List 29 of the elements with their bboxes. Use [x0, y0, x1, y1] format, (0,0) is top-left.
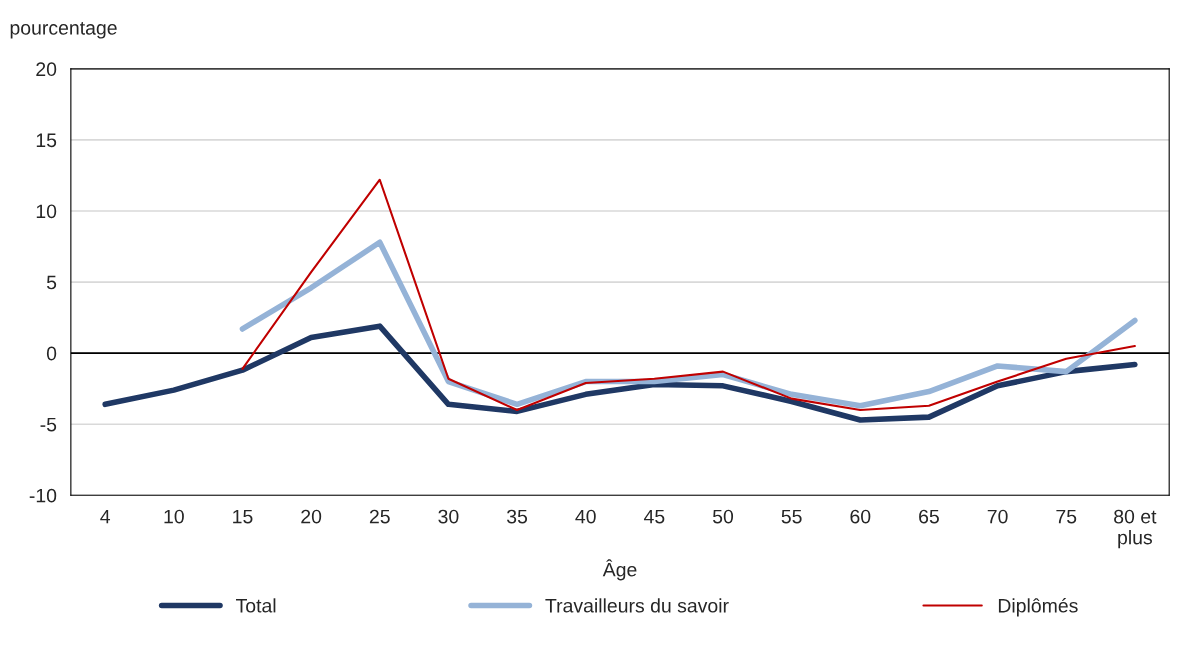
- legend-label: Total: [236, 598, 276, 613]
- x-tick-label: 50: [712, 509, 734, 524]
- x-tick-label: 60: [850, 509, 871, 524]
- x-tick-label: 10: [164, 509, 184, 524]
- x-tick-label: 15: [233, 509, 253, 524]
- x-tick-label: 4: [100, 509, 111, 524]
- x-tick-label: 20: [301, 509, 322, 524]
- line-series: [241, 178, 1136, 412]
- x-tick-label: 40: [575, 509, 596, 524]
- y-tick-label: 20: [36, 62, 57, 77]
- x-axis-title: Âge: [602, 559, 637, 581]
- y-tick-label: 5: [46, 275, 57, 290]
- x-tick-label: 25: [369, 509, 390, 524]
- x-tick-label: 80 et plus: [1114, 509, 1157, 549]
- y-axis-title: pourcentage: [10, 21, 117, 39]
- x-tick-label: 35: [506, 509, 528, 524]
- x-tick-label: 30: [438, 509, 459, 524]
- y-tick-label: -10: [29, 488, 57, 503]
- y-tick-label: 10: [36, 204, 57, 219]
- x-tick-label: 65: [919, 509, 939, 524]
- x-tick-label: 55: [781, 509, 802, 524]
- x-tick-label: 45: [643, 509, 665, 524]
- x-tick-label: 70: [987, 509, 1008, 524]
- y-tick-label: 15: [36, 133, 57, 148]
- y-tick-label: -5: [40, 417, 57, 432]
- legend-label: Travailleurs du savoir: [545, 598, 729, 613]
- legend-label: Diplômés: [998, 598, 1078, 617]
- x-tick-label: 75: [1056, 509, 1077, 524]
- y-tick-label: 0: [46, 346, 57, 361]
